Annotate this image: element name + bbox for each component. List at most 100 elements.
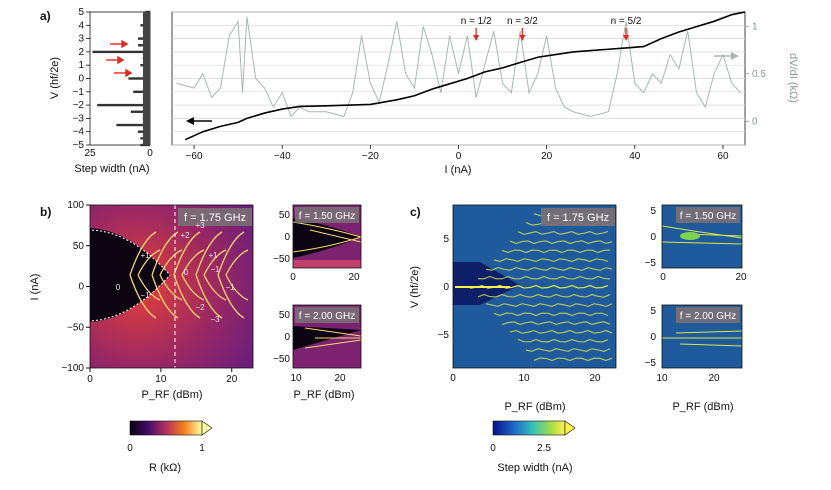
b-plateau-label: −2 bbox=[195, 303, 205, 312]
c-freq-badge: f = 1.75 GHz bbox=[547, 212, 609, 224]
voltage-series-line bbox=[184, 11, 746, 141]
c-bottom-xtick-20: 20 bbox=[708, 373, 720, 384]
b-fringe bbox=[151, 231, 179, 319]
hist-bar bbox=[130, 110, 150, 113]
c-ytick-m5: −5 bbox=[438, 330, 450, 341]
c-xtick-0: 0 bbox=[450, 373, 456, 384]
c-step-trace bbox=[477, 293, 611, 298]
a-xtick-label: 60 bbox=[717, 151, 729, 162]
panel-a-histogram: −5 −4 −3 −2 −1 0 1 2 3 4 5 25 0 Step width (nA) V … bbox=[49, 7, 153, 175]
b-boundary-upper bbox=[87, 229, 171, 276]
a-xtick-label: −60 bbox=[186, 151, 203, 162]
red-arrow-1-head bbox=[121, 39, 129, 49]
right-axis-arrow-head bbox=[731, 52, 739, 60]
a-annotation-label: n = 3/2 bbox=[507, 16, 538, 27]
c-step-trace bbox=[493, 312, 609, 317]
a-annotation-label: n = 5/2 bbox=[611, 16, 642, 27]
b-xtick-label: 0 bbox=[87, 374, 93, 385]
b-ytick-label: −100 bbox=[61, 363, 84, 374]
a-ytick-label: 5 bbox=[78, 7, 84, 18]
a-xlabel: I (nA) bbox=[445, 164, 472, 176]
cbar-step-tick-2-5: 2.5 bbox=[537, 443, 551, 454]
c-step-trace bbox=[493, 258, 609, 263]
b-top-xtick-0: 0 bbox=[290, 272, 296, 283]
hist-bar bbox=[92, 50, 150, 54]
c-step-trace bbox=[533, 357, 613, 362]
b-bottom-ytick-m50: −50 bbox=[273, 354, 290, 365]
a-ylabel-left: V (hf/2e) bbox=[49, 57, 61, 99]
b-bottom-xtick-20: 20 bbox=[334, 373, 346, 384]
b-plateau-label: −3 bbox=[210, 315, 220, 324]
b-fringe bbox=[159, 249, 183, 301]
hist-dense-column bbox=[143, 12, 150, 145]
b-xlabel: P_RF (dBm) bbox=[141, 389, 202, 401]
a-rtick-label: 1 bbox=[752, 21, 758, 32]
b-ytick-label: 100 bbox=[67, 200, 84, 211]
c-top-freq-badge: f = 1.50 GHz bbox=[680, 211, 736, 222]
c-xtick-20: 20 bbox=[589, 373, 601, 384]
b-xtick-label: 20 bbox=[226, 374, 238, 385]
hist-xlabel: Step width (nA) bbox=[74, 163, 149, 175]
left-axis-arrow-head bbox=[186, 117, 194, 125]
a-xtick-label: −40 bbox=[274, 151, 291, 162]
c-bottom-ytick-5: 5 bbox=[650, 306, 656, 317]
c-top-ytick-5: 5 bbox=[650, 206, 656, 217]
a-rtick-label: 0.5 bbox=[752, 69, 766, 80]
a-annotation-arrow-head bbox=[473, 35, 480, 41]
a-annotation-arrow-head bbox=[622, 35, 629, 41]
c-bottom-freq-badge: f = 2.00 GHz bbox=[680, 311, 736, 322]
a-annotation-label: n = 1/2 bbox=[461, 16, 492, 27]
panel-c-bottom: f = 2.00 GHz 5 0 −5 10 20 P_RF (dBm) bbox=[645, 304, 743, 413]
panel-a-main: −60 −40 −20 0 20 40 60 0 0.5 1 n = 1/2 n = 3/2 n =… bbox=[171, 11, 799, 176]
a-xtick-label: 40 bbox=[629, 151, 641, 162]
c-step-trace bbox=[517, 230, 609, 235]
b-top-ytick-m50: −50 bbox=[273, 254, 290, 265]
a-ytick-label: −4 bbox=[73, 127, 85, 138]
c-top-ytick-m5: −5 bbox=[645, 258, 657, 269]
panel-a-label: a) bbox=[40, 9, 51, 23]
c-top-xtick-20: 20 bbox=[735, 272, 747, 283]
panel-b-top: f = 1.50 GHz 50 0 −50 0 20 bbox=[273, 204, 362, 283]
a-ytick-label: 2 bbox=[78, 47, 84, 58]
c-step-trace bbox=[509, 240, 613, 245]
cbar-step-label: Step width (nA) bbox=[497, 462, 572, 474]
cbar-r-tick-1: 1 bbox=[199, 443, 205, 454]
a-ytick-label: −5 bbox=[73, 140, 85, 151]
c-top-ytick-0: 0 bbox=[650, 232, 656, 243]
panel-b-bottom: f = 2.00 GHz 50 0 −50 10 20 P_RF (dBm) bbox=[273, 304, 362, 401]
dvdi-series-line bbox=[176, 16, 741, 118]
c-xtick-10: 10 bbox=[518, 373, 530, 384]
b-bottom-ytick-0: 0 bbox=[284, 332, 290, 343]
b-top-xtick-20: 20 bbox=[348, 272, 360, 283]
b-freq-badge: f = 1.75 GHz bbox=[184, 212, 246, 224]
hist-bar bbox=[128, 77, 150, 80]
hist-xtick-25: 25 bbox=[84, 148, 96, 159]
b-ylabel: I (nA) bbox=[29, 274, 41, 301]
b-top-ytick-0: 0 bbox=[284, 232, 290, 243]
b-top-freq-badge: f = 1.50 GHz bbox=[299, 211, 355, 222]
b-xtick-label: 10 bbox=[155, 374, 167, 385]
b-fringe bbox=[173, 231, 201, 319]
b-boundary-lower bbox=[87, 274, 171, 322]
cbar-step-tick-0: 0 bbox=[490, 443, 496, 454]
b-fringe bbox=[195, 231, 223, 319]
c-step-trace bbox=[517, 338, 609, 343]
c-bottom-ytick-m5: −5 bbox=[645, 358, 657, 369]
a-ytick-label: −2 bbox=[73, 100, 85, 111]
panel-c-top: f = 1.50 GHz 5 0 −5 0 20 bbox=[645, 204, 747, 283]
panel-c-main: f = 1.75 GHz 5 0 −5 0 10 20 P_RF (dBm) V… bbox=[409, 204, 617, 413]
b-fringe bbox=[203, 249, 227, 301]
c-step-trace bbox=[501, 321, 611, 326]
b-top-ytick-50: 50 bbox=[279, 210, 291, 221]
b-plateau-label: 0 bbox=[184, 268, 189, 277]
c-top-xtick-0: 0 bbox=[660, 272, 666, 283]
b-plateau-label: −1 bbox=[210, 265, 220, 274]
a-ytick-label: 4 bbox=[78, 20, 84, 31]
hist-bar bbox=[133, 90, 150, 93]
a-ytick-label: 1 bbox=[78, 60, 84, 71]
a-ylabel-right: dV/dI (kΩ) bbox=[787, 53, 799, 103]
a-rtick-label: 0 bbox=[752, 116, 758, 127]
c-xlabel: P_RF (dBm) bbox=[504, 401, 565, 413]
b-ytick-label: 0 bbox=[78, 282, 84, 293]
